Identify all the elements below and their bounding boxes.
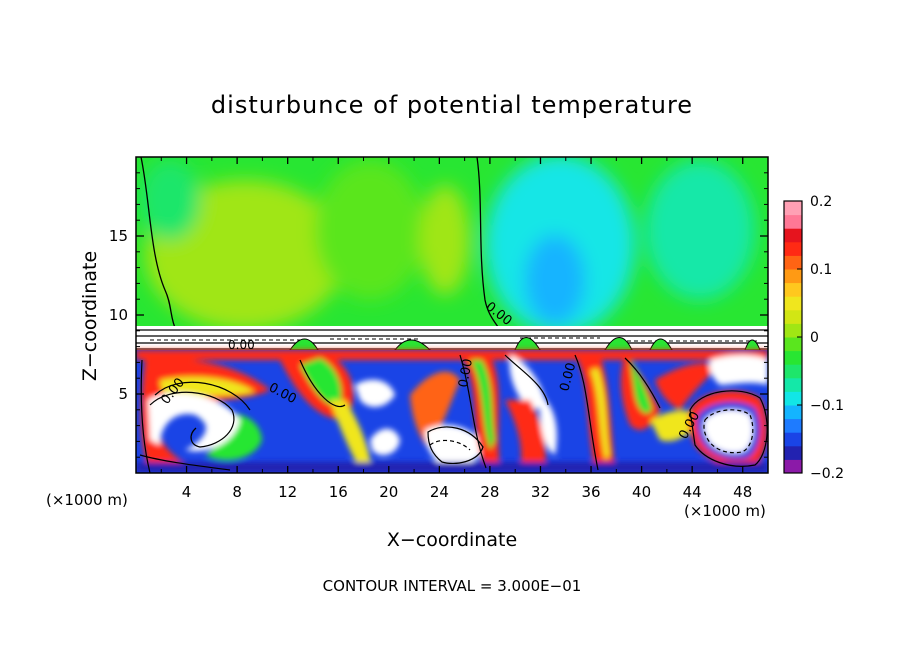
- band-white-1: [355, 379, 395, 407]
- x-axis: 4 8 12 16 20 24 28 32 36 40 44 48: [160, 157, 752, 501]
- warm-patch-center: [420, 185, 470, 295]
- colorbar-tick-label: −0.1: [810, 398, 844, 414]
- colorbar-swatch: [784, 418, 802, 433]
- band-white-4: [509, 355, 545, 410]
- inversion-bumps: [289, 337, 761, 351]
- colorbar-tick-label: 0.2: [810, 194, 832, 210]
- band-red-7: [655, 363, 720, 410]
- colorbar-swatch: [784, 432, 802, 447]
- x-tick-label: 16: [329, 483, 348, 501]
- y-tick-label: 15: [109, 227, 128, 245]
- inversion-lines: [136, 329, 768, 350]
- green-patch-edge: [140, 160, 200, 240]
- swirl-white-left: [148, 392, 240, 452]
- band-white-6: [709, 355, 768, 385]
- colorbar-swatch: [784, 323, 802, 338]
- colorbar-swatch: [784, 309, 802, 324]
- band-green-2: [470, 360, 495, 450]
- x-axis-label: X−coordinate: [387, 529, 517, 551]
- vortex-white-right: [703, 409, 753, 453]
- colorbar-swatch: [784, 377, 802, 392]
- band-red-4: [505, 400, 546, 470]
- band-green-3: [630, 360, 652, 414]
- warm-patch-mid: [315, 160, 425, 300]
- contour-interval: CONTOUR INTERVAL = 3.000E−01: [323, 577, 582, 595]
- band-yellow-2: [590, 368, 610, 460]
- heatmap-field: [136, 157, 768, 473]
- colorbar-swatch: [784, 214, 802, 229]
- x-tick-label: 32: [531, 483, 550, 501]
- colorbar-tick-label: −0.2: [810, 466, 844, 482]
- band-white-2: [370, 428, 400, 456]
- colorbar-swatch: [784, 445, 802, 460]
- colorbar-swatch: [784, 459, 802, 474]
- band-yellow-3: [650, 410, 700, 442]
- colorbar-swatch: [784, 201, 802, 216]
- x-tick-label: 4: [182, 483, 192, 501]
- colorbar-tick-label: 0.1: [810, 262, 832, 278]
- colorbar-tick-label: 0: [810, 330, 819, 346]
- contour-label: 0.00: [228, 338, 255, 352]
- contour-label: 0.00: [456, 358, 476, 389]
- y-tick-label: 10: [109, 306, 128, 324]
- x-unit-left: (×1000 m): [46, 491, 128, 509]
- x-tick-label: 36: [581, 483, 600, 501]
- colorbar: 0.2 0.1 0 −0.1 −0.2: [783, 194, 844, 482]
- x-tick-label: 24: [430, 483, 449, 501]
- colorbar-swatch: [784, 405, 802, 420]
- colorbar-swatch: [784, 296, 802, 311]
- y-axis: 5 10 15: [109, 172, 768, 458]
- cold-patch: [525, 235, 585, 325]
- x-tick-label: 44: [683, 483, 702, 501]
- inversion-dashed: [150, 337, 760, 342]
- colorbar-swatch: [784, 255, 802, 270]
- colorbar-swatch: [784, 364, 802, 379]
- x-tick-label: 28: [480, 483, 499, 501]
- lower-contours: [139, 354, 768, 473]
- x-tick-label: 8: [232, 483, 242, 501]
- colorbar-swatch: [784, 350, 802, 365]
- cool-patch-far: [645, 160, 755, 300]
- contour-label: 0.00: [557, 361, 579, 393]
- band-yellow-1: [330, 400, 372, 470]
- colorbar-swatch: [784, 282, 802, 297]
- colorbar-swatch: [784, 228, 802, 243]
- y-tick-label: 5: [118, 385, 128, 403]
- x-tick-label: 12: [278, 483, 297, 501]
- colorbar-swatch: [784, 241, 802, 256]
- colorbar-swatch: [784, 269, 802, 284]
- x-tick-label: 20: [379, 483, 398, 501]
- band-white-3: [425, 425, 485, 467]
- upper-zero-contour: [140, 157, 501, 331]
- colorbar-swatch: [784, 391, 802, 406]
- band-green-1: [300, 358, 342, 406]
- band-red-2: [410, 371, 460, 450]
- band-white-5: [539, 395, 557, 455]
- x-tick-label: 40: [632, 483, 651, 501]
- x-unit-right: (×1000 m): [684, 502, 766, 520]
- x-tick-label: 48: [733, 483, 752, 501]
- colorbar-swatch: [784, 337, 802, 352]
- chart-title: disturbunce of potential temperature: [211, 91, 693, 119]
- y-axis-label: Z−coordinate: [79, 251, 101, 381]
